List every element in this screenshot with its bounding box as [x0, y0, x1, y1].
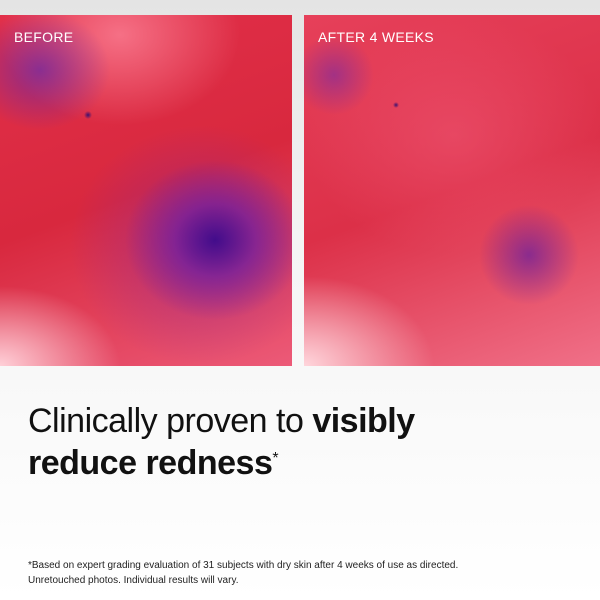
panel-label: AFTER 4 WEEKS: [318, 29, 434, 45]
footnote-line: *Based on expert grading evaluation of 3…: [28, 560, 459, 571]
panel-label: BEFORE: [14, 29, 74, 45]
footnote: *Based on expert grading evaluation of 3…: [28, 558, 458, 588]
asterisk: *: [272, 450, 279, 467]
headline-line: reduce redness*: [28, 442, 415, 484]
before-photo: BEFORE: [0, 15, 292, 366]
headline: Clinically proven to visibly reduce redn…: [28, 400, 415, 484]
headline-bold: visibly: [312, 402, 415, 440]
footnote-line: Unretouched photos. Individual results w…: [28, 575, 239, 586]
headline-line: Clinically proven to visibly: [28, 400, 415, 442]
headline-regular: Clinically proven to: [28, 402, 304, 440]
after-photo: AFTER 4 WEEKS: [304, 15, 600, 366]
headline-bold: reduce redness: [28, 444, 273, 482]
